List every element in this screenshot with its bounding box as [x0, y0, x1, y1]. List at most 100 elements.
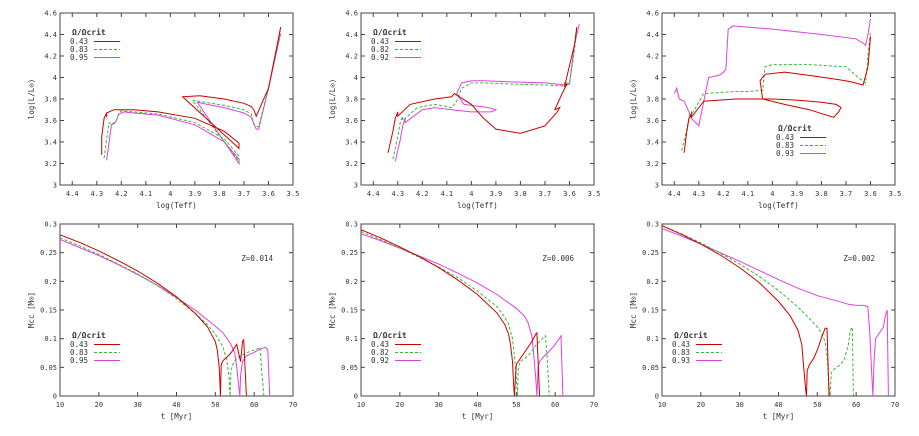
y-tick-label: 3.6	[646, 117, 659, 125]
panel-hrd-z006: 4.4 4.3 4.2 4.1 4 3.9 3.8 3.7 3.6 3.5 3 3.2 3.4 3.6 3.…	[328, 10, 600, 211]
y-tick-label: 0.15	[40, 307, 57, 315]
x-tick-label: 3.8	[815, 190, 828, 198]
y-tick-label: 3.4	[44, 139, 57, 147]
x-tick-label: 4.2	[717, 190, 730, 198]
x-tick-label: 60	[852, 401, 860, 409]
x-tick-label: 4.1	[140, 190, 153, 198]
x-tick-label: 40	[774, 401, 782, 409]
plot-frame	[360, 223, 595, 397]
series-line-0.83	[662, 225, 854, 396]
y-tick-label: 0.25	[40, 249, 57, 257]
panel-mcc-z014: 10 20 30 40 50 60 70 0 0.05 0.1 0.15 0.2 0.25 0.3 t [M…	[27, 221, 297, 422]
series-line-0.95	[60, 239, 271, 396]
legend-label-0.83: 0.83	[776, 141, 794, 150]
y-tick-label: 4.2	[345, 53, 358, 61]
plot-frame	[59, 223, 294, 397]
series-line-0.92	[394, 23, 580, 162]
legend-label-0.95: 0.95	[70, 356, 88, 365]
x-axis-label: t [Myr]	[763, 412, 795, 421]
x-tick-label: 40	[473, 401, 481, 409]
series-line-0.43	[101, 26, 282, 155]
x-tick-label: 3.8	[514, 190, 527, 198]
y-tick-label: 4	[655, 74, 659, 82]
y-tick-label: 0.15	[341, 307, 358, 315]
y-axis-label: log(L/L⊙)	[328, 79, 337, 120]
y-tick-label: 3.2	[44, 160, 57, 168]
metallicity-label: Z=0.002	[843, 254, 875, 263]
y-tick-label: 0.1	[345, 335, 358, 343]
x-tick-label: 4.3	[692, 190, 705, 198]
plot-frame	[59, 12, 294, 186]
legend-label-0.92: 0.92	[371, 356, 389, 365]
x-tick-label: 4.1	[742, 190, 755, 198]
series-line-0.83	[60, 237, 265, 396]
series-line-0.93	[673, 18, 871, 127]
x-tick-label: 4.3	[391, 190, 404, 198]
x-tick-label: 4.3	[90, 190, 103, 198]
y-tick-label: 0.05	[642, 364, 659, 372]
x-tick-label: 3.5	[889, 190, 902, 198]
x-tick-label: 70	[289, 401, 297, 409]
plot-frame	[661, 223, 896, 397]
legend-label-0.82: 0.82	[371, 348, 389, 357]
y-tick-label: 4.2	[646, 53, 659, 61]
y-tick-label: 0	[53, 393, 57, 401]
y-axis-label: log(L/L⊙)	[27, 79, 36, 120]
y-tick-label: 3.6	[345, 117, 358, 125]
y-tick-label: 0.1	[44, 335, 57, 343]
x-tick-label: 60	[250, 401, 258, 409]
series-line-0.43	[662, 225, 830, 396]
legend-title: Ω/Ωcrit	[373, 330, 407, 340]
y-tick-label: 0	[655, 393, 659, 401]
x-tick-label: 3.9	[791, 190, 804, 198]
x-tick-label: 4.2	[416, 190, 429, 198]
x-tick-label: 40	[172, 401, 180, 409]
series-line-0.92	[361, 233, 564, 396]
y-tick-label: 0.15	[642, 307, 659, 315]
legend-title: Ω/Ωcrit	[778, 123, 812, 133]
y-axis-label: Mcc [M⊙]	[27, 292, 36, 328]
x-tick-label: 3.6	[864, 190, 877, 198]
y-tick-label: 4.2	[44, 53, 57, 61]
legend-label-0.93: 0.93	[776, 149, 794, 158]
legend-label-0.43: 0.43	[70, 37, 88, 46]
y-tick-label: 0.2	[345, 278, 358, 286]
x-tick-label: 3.6	[262, 190, 275, 198]
x-tick-label: 3.7	[840, 190, 853, 198]
y-tick-label: 3.8	[646, 96, 659, 104]
x-axis-label: log(Teff)	[758, 201, 799, 210]
y-tick-label: 3	[53, 182, 57, 190]
y-tick-label: 3.6	[44, 117, 57, 125]
x-tick-label: 10	[56, 401, 64, 409]
x-tick-label: 30	[133, 401, 141, 409]
x-tick-label: 10	[658, 401, 666, 409]
legend-title: Ω/Ωcrit	[674, 330, 708, 340]
x-tick-label: 3.5	[287, 190, 300, 198]
x-tick-label: 4.1	[441, 190, 454, 198]
panel-hrd-z014: 4.4 4.3 4.2 4.1 4 3.9 3.8 3.7 3.6 3.5 3 3.2 3.4 3.6 3.…	[27, 10, 299, 211]
legend-label-0.83: 0.83	[70, 45, 88, 54]
legend-title: Ω/Ωcrit	[72, 27, 106, 37]
x-tick-label: 3.9	[490, 190, 503, 198]
y-tick-label: 4.4	[646, 31, 659, 39]
y-tick-label: 3.8	[345, 96, 358, 104]
y-tick-label: 0.3	[345, 221, 358, 229]
x-axis-label: t [Myr]	[462, 412, 494, 421]
legend-title: Ω/Ωcrit	[373, 27, 407, 37]
y-tick-label: 3.2	[646, 160, 659, 168]
y-tick-label: 3.8	[44, 96, 57, 104]
series-line-0.43	[361, 229, 541, 396]
legend-label-0.43: 0.43	[371, 37, 389, 46]
y-tick-label: 0.1	[646, 335, 659, 343]
series-line-0.82	[361, 231, 550, 396]
y-tick-label: 0.05	[341, 364, 358, 372]
x-tick-label: 50	[813, 401, 821, 409]
series-line-0.82	[392, 29, 578, 160]
x-axis-label: log(Teff)	[457, 201, 498, 210]
x-tick-label: 4.4	[668, 190, 681, 198]
x-axis-label: t [Myr]	[161, 412, 193, 421]
y-tick-label: 3.2	[345, 160, 358, 168]
